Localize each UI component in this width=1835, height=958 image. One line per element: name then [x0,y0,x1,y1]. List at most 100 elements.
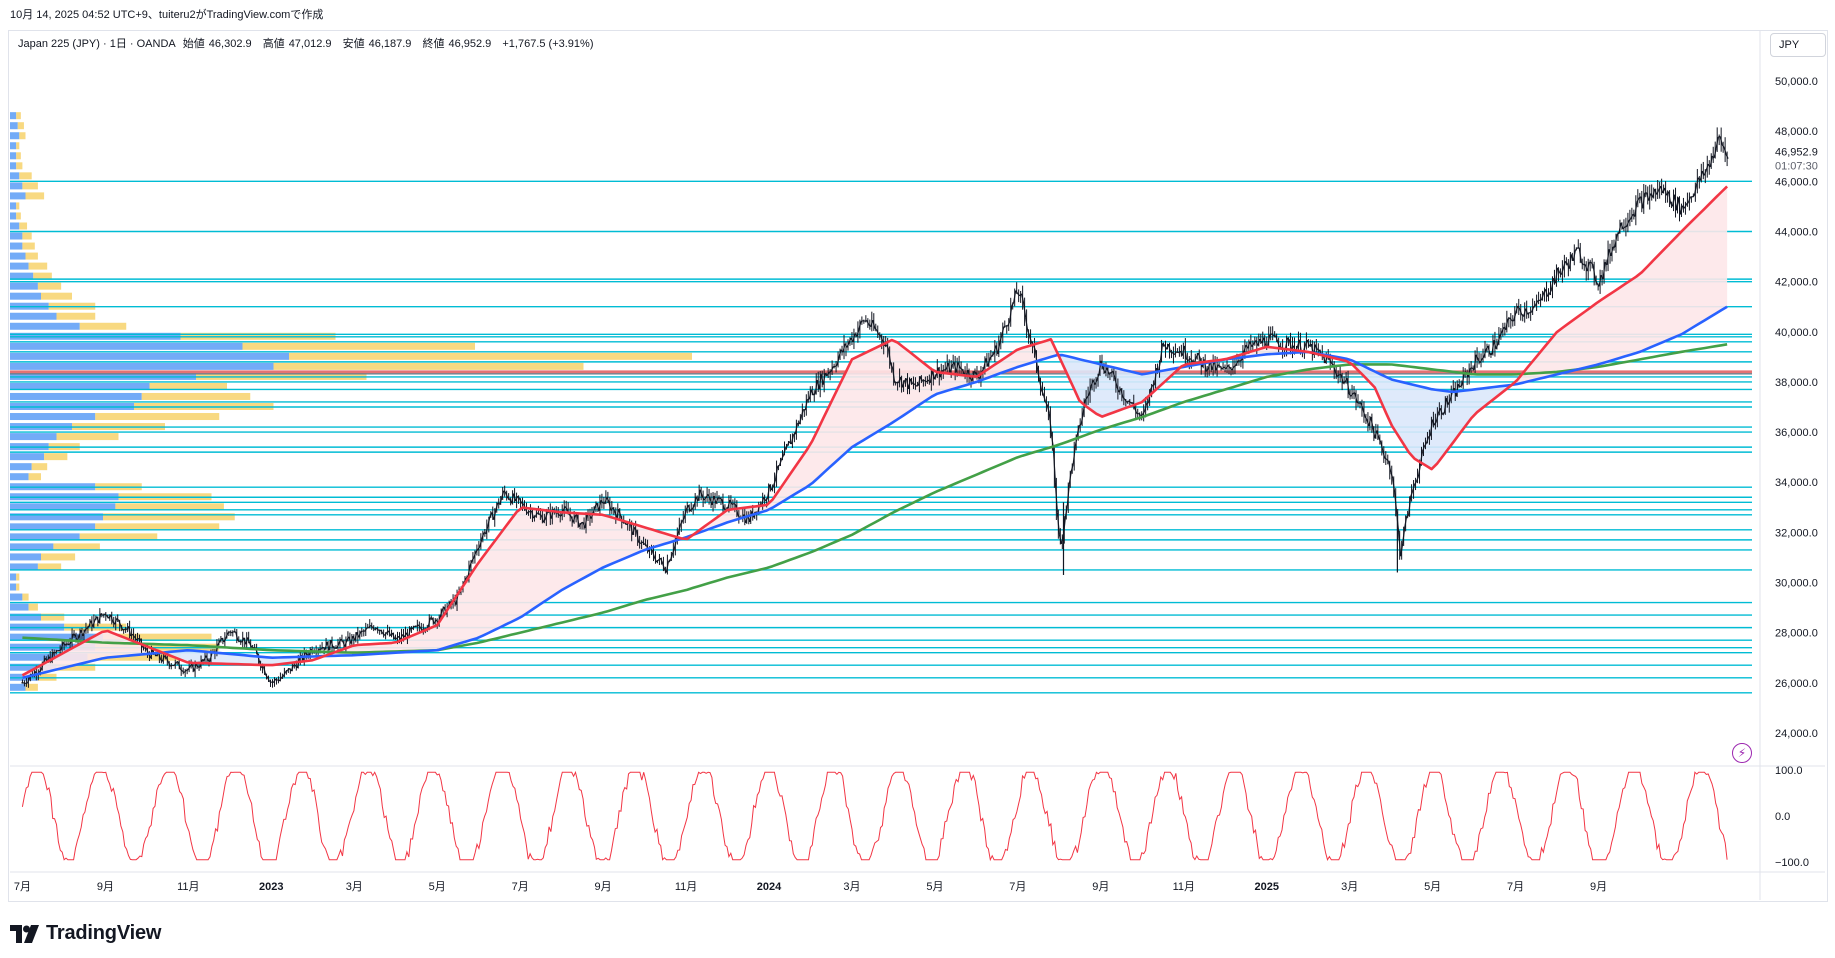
candle-body [1046,405,1051,414]
candle-body [914,383,917,387]
candle-body [134,636,138,641]
candle-body [659,557,663,563]
candle-body [272,678,276,683]
candle-body [917,376,922,386]
price-tick-label: 28,000.0 [1775,628,1818,640]
candle-body [72,633,76,636]
candle-body [100,613,104,616]
candle-body [513,493,517,502]
candle-body [721,499,725,510]
candle-body [576,514,580,527]
candle-body [475,549,479,553]
candle-body [1554,267,1559,284]
candle-body [1540,293,1545,301]
candle-body [568,514,572,517]
candle-body [1642,192,1646,209]
volume-profile-bar-up [10,342,243,350]
price-tick-label: 26,000.0 [1775,678,1818,690]
candle-body [693,496,697,506]
candle-body [1705,163,1709,171]
candle-body [1116,386,1120,393]
candle-body [1346,378,1350,395]
candle-body [1068,471,1072,485]
candle-body [830,366,834,372]
candle-body [987,358,991,367]
candle-body [1042,394,1047,402]
time-tick-label: 2023 [259,881,283,893]
volume-profile-bar-up [10,573,17,581]
symbol-name[interactable]: Japan 225 (JPY) · 1日 · OANDA [18,38,176,50]
candle-body [1535,300,1539,306]
candle-body [767,484,771,499]
candle-body [1028,335,1033,343]
candle-body [350,635,354,644]
candle-body [899,376,904,388]
candle-body [88,620,92,627]
candle-body [640,541,643,544]
volume-profile-bar-up [10,513,103,521]
symbol-legend[interactable]: Japan 225 (JPY) · 1日 · OANDA 始値 46,302.9 … [18,35,597,51]
candle-body [78,629,82,638]
candle-body [733,503,737,506]
candle-body [66,643,70,646]
candle-body [1715,137,1719,149]
candle-body [1370,417,1374,428]
candle-body [1501,326,1505,333]
candle-body [505,492,509,499]
candle-body [1070,463,1074,472]
candle-body [777,464,780,467]
candle-body [1350,392,1354,397]
candle-body [372,627,376,630]
candle-body [1001,326,1005,336]
currency-button[interactable]: JPY [1770,33,1826,57]
ohlc-close: 終値 46,952.9 [422,38,492,50]
candle-body [1205,368,1209,372]
candle-body [810,389,814,396]
candle-body [544,512,548,520]
oscillator-tick-label: 0.0 [1775,811,1790,823]
candle-body [1221,366,1225,370]
candle-body [1660,185,1664,194]
ema-cloud-fill [323,507,682,657]
volume-profile-bar-down [95,413,220,421]
candle-body [521,502,524,505]
volume-profile-bar-down [41,613,65,621]
time-tick-label: 11月 [177,881,199,893]
candle-body [60,642,64,650]
volume-profile-bar-down [19,222,28,230]
candle-body [731,503,735,505]
ema75-line [22,305,1728,680]
candle-body [376,627,380,631]
candle-body [388,630,392,636]
volume-profile-bar-down [87,653,181,661]
candle-body [1719,136,1723,145]
volume-profile-bar-down [41,553,76,561]
candle-body [1102,367,1106,374]
candle-body [1112,371,1116,379]
candle-body [205,655,209,661]
candle-body [217,640,221,646]
candle-body [606,497,610,502]
candle-body [1606,249,1610,265]
volume-profile-bar-down [103,633,212,641]
candle-body [719,497,723,501]
lightning-icon[interactable]: ⚡ [1732,743,1752,763]
candle-body [989,355,993,359]
volume-profile-bar-up [10,262,29,270]
candle-body [1491,340,1495,355]
candle-body [1634,202,1638,217]
candle-body [1090,380,1094,387]
candle-body [1176,351,1179,354]
candle-body [1406,515,1409,517]
candle-body [944,368,947,371]
candle-body [225,632,229,639]
candle-body [916,384,919,387]
candle-body [122,628,125,631]
candle-body [584,514,588,529]
candle-body [1048,413,1053,435]
candle-body [114,618,118,625]
candle-body [1392,477,1396,493]
candle-body [632,527,636,535]
candle-body [1550,278,1555,290]
